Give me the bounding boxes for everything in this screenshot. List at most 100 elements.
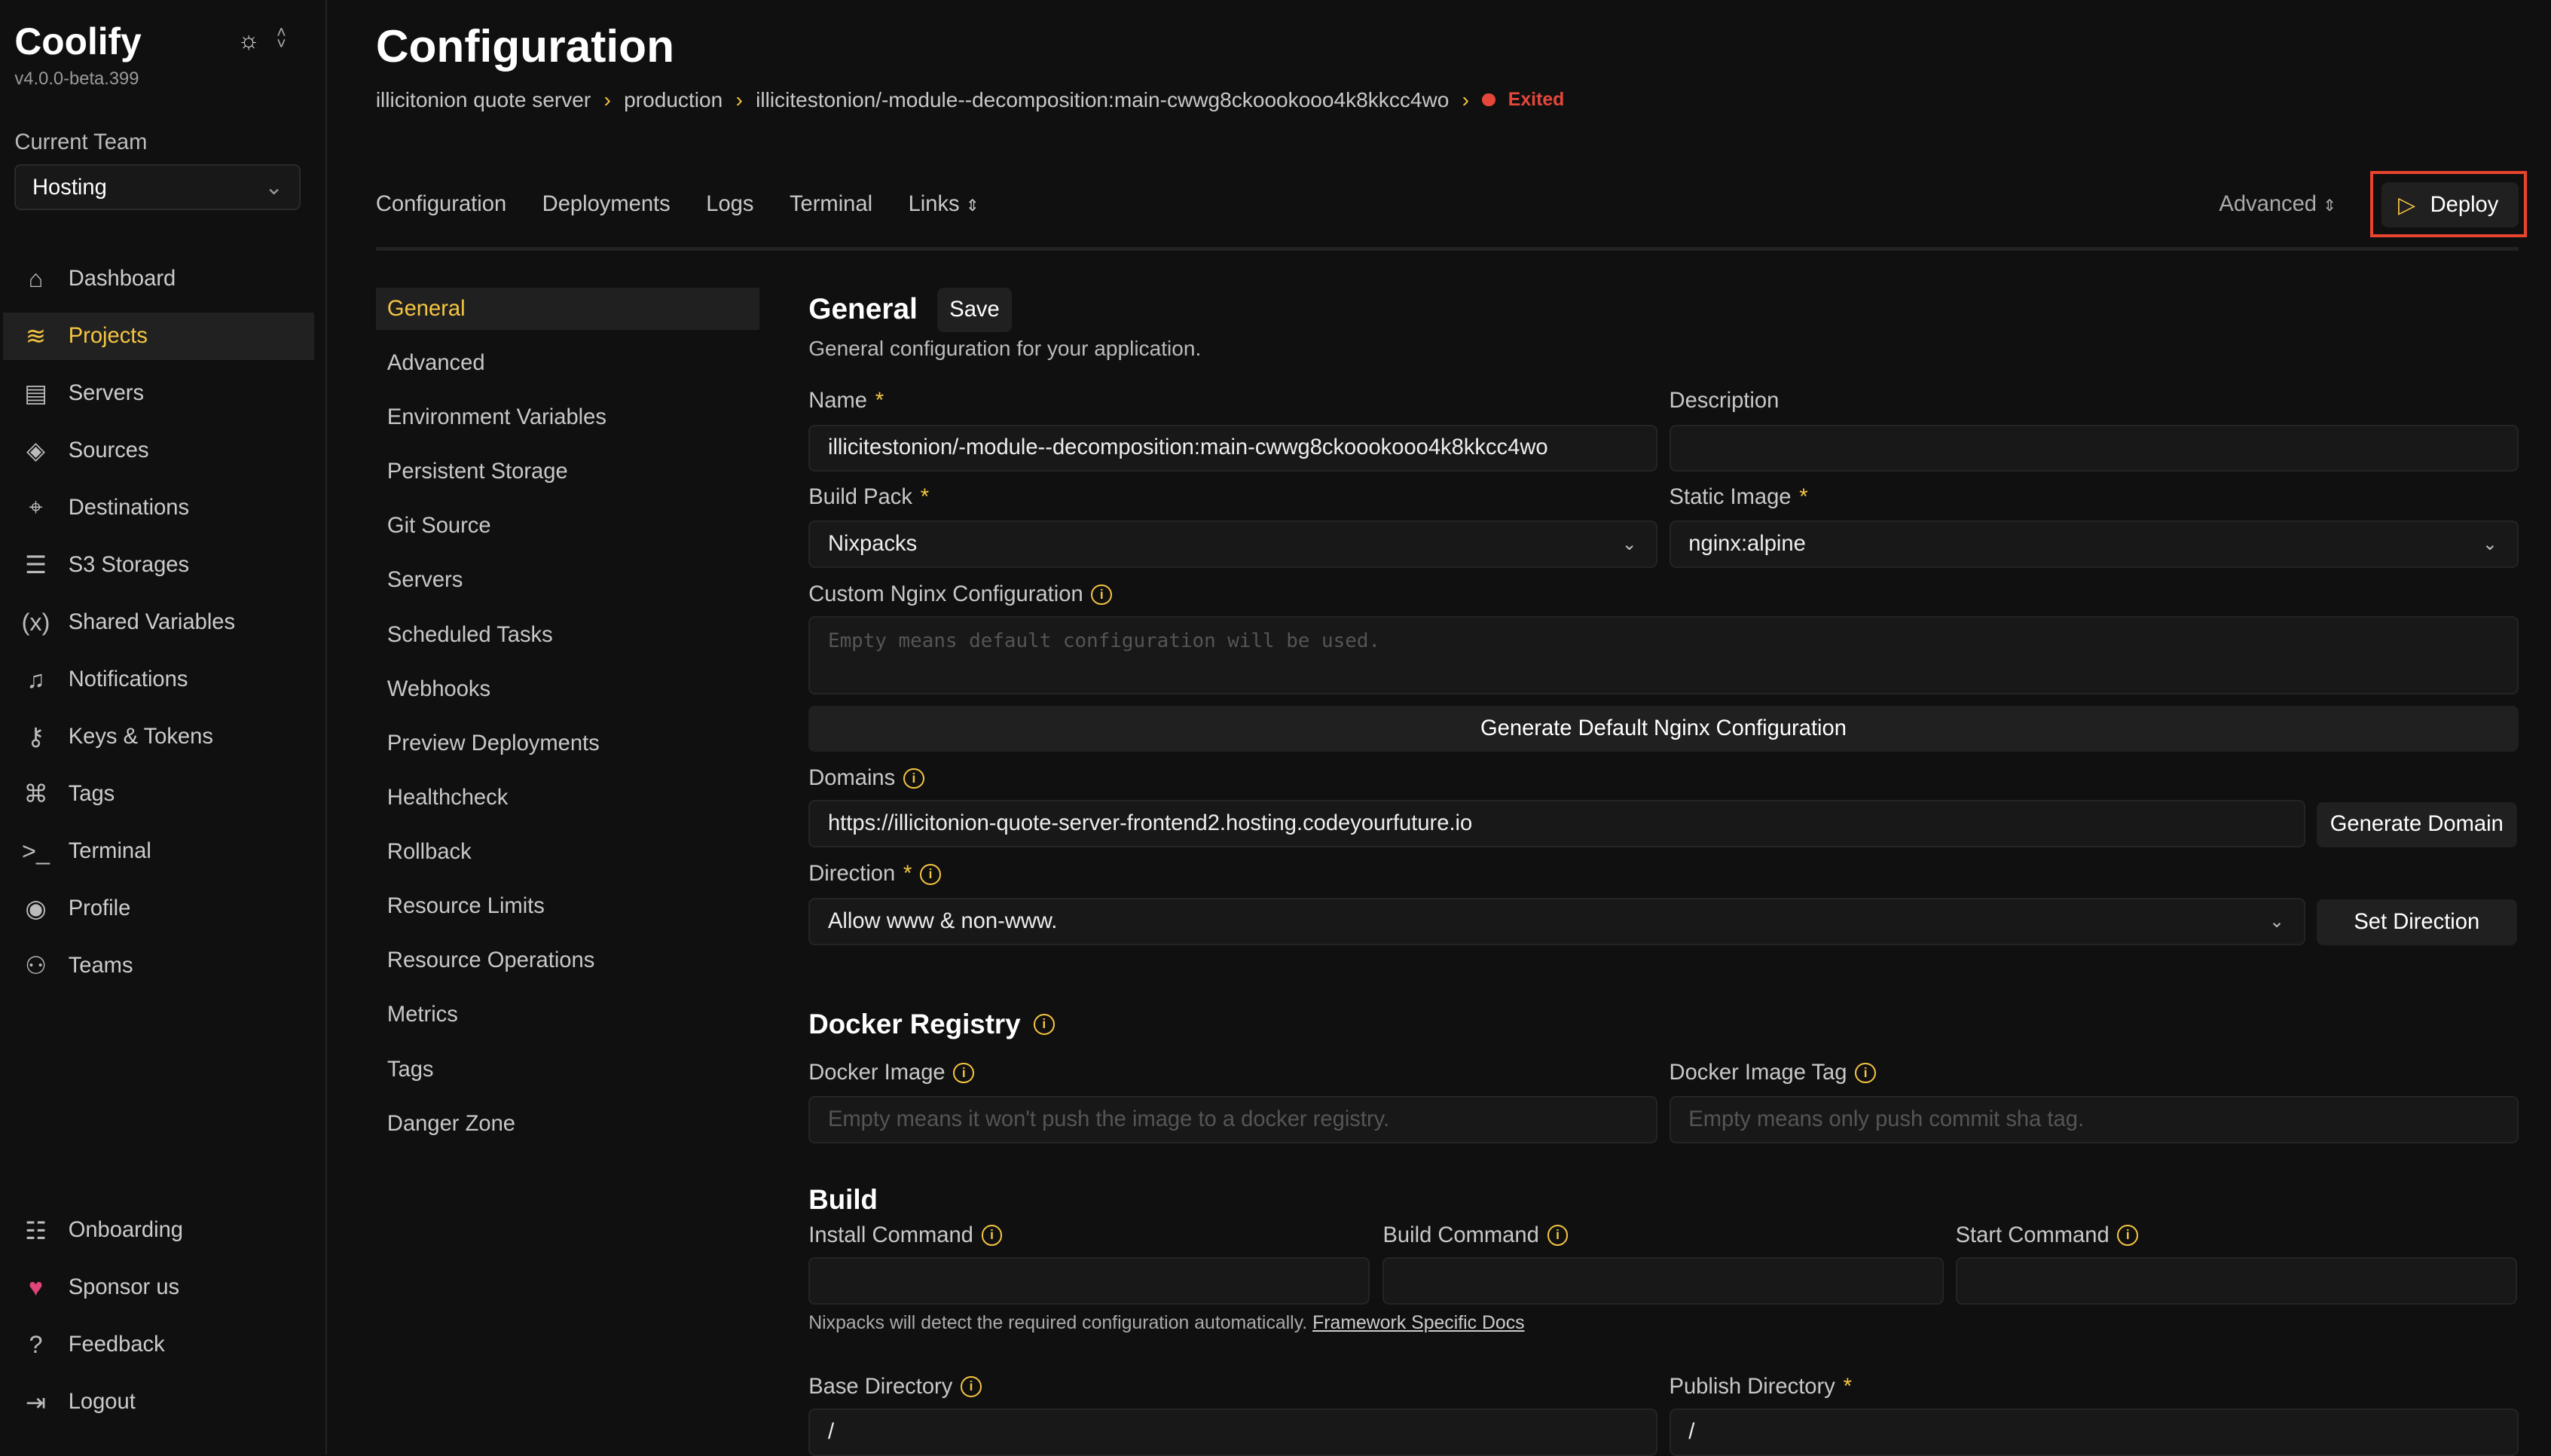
sidebar-item-s3-storages[interactable]: ☰ S3 Storages bbox=[3, 542, 313, 589]
required-mark: * bbox=[903, 862, 912, 887]
sidebar-item-logout[interactable]: ⇥ Logout bbox=[3, 1378, 313, 1426]
subnav-item-webhooks[interactable]: Webhooks bbox=[386, 676, 491, 701]
layers-icon: ≋ bbox=[25, 322, 47, 350]
buildpack-label: Build Pack bbox=[808, 484, 912, 509]
subnav-item-healthcheck[interactable]: Healthcheck bbox=[386, 785, 509, 810]
sidebar-item-tags[interactable]: ⌘ Tags bbox=[3, 771, 313, 818]
info-icon[interactable]: i bbox=[1091, 584, 1113, 606]
tab-terminal[interactable]: Terminal bbox=[789, 191, 873, 216]
subnav-item-danger-zone[interactable]: Danger Zone bbox=[386, 1111, 516, 1136]
variable-icon: (x) bbox=[21, 608, 50, 636]
subnav-item-environment-variables[interactable]: Environment Variables bbox=[386, 405, 606, 430]
build-title: Build bbox=[808, 1184, 878, 1216]
subnav-item-preview-deployments[interactable]: Preview Deployments bbox=[386, 731, 600, 755]
subnav-item-persistent-storage[interactable]: Persistent Storage bbox=[386, 459, 568, 484]
sidebar-item-feedback[interactable]: ? Feedback bbox=[3, 1321, 313, 1369]
server-icon: ▤ bbox=[24, 380, 47, 407]
start-command-input[interactable] bbox=[1955, 1257, 2517, 1305]
sidebar-item-keys-tokens[interactable]: ⚷ Keys & Tokens bbox=[3, 713, 313, 761]
logout-icon: ⇥ bbox=[25, 1388, 47, 1416]
breadcrumb-project[interactable]: illicitonion quote server bbox=[375, 87, 591, 111]
sidebar-item-destinations[interactable]: ⌖ Destinations bbox=[3, 484, 313, 532]
home-icon: ⌂ bbox=[28, 264, 44, 292]
static-image-select[interactable]: nginx:alpine ⌄ bbox=[1669, 520, 2519, 568]
info-icon[interactable]: i bbox=[1547, 1225, 1569, 1247]
subnav-item-rollback[interactable]: Rollback bbox=[386, 840, 472, 865]
buildpack-select[interactable]: Nixpacks ⌄ bbox=[808, 520, 1658, 568]
subnav-item-advanced[interactable]: Advanced bbox=[386, 350, 485, 375]
static-image-value: nginx:alpine bbox=[1688, 531, 1806, 556]
info-icon[interactable]: i bbox=[920, 864, 941, 885]
sidebar-item-label: Tags bbox=[68, 781, 115, 806]
info-icon[interactable]: i bbox=[953, 1062, 975, 1084]
sidebar-item-label: Sources bbox=[68, 438, 149, 462]
status-dot bbox=[1482, 93, 1495, 107]
info-icon[interactable]: i bbox=[961, 1376, 982, 1398]
sidebar-item-notifications[interactable]: ♫ Notifications bbox=[3, 656, 313, 704]
deploy-label: Deploy bbox=[2430, 192, 2499, 217]
tab-configuration[interactable]: Configuration bbox=[375, 191, 507, 216]
sidebar-item-profile[interactable]: ◉ Profile bbox=[3, 885, 313, 933]
tab-links[interactable]: Links ⇕ bbox=[909, 192, 979, 217]
info-icon[interactable]: i bbox=[981, 1225, 1003, 1247]
subnav-item-metrics[interactable]: Metrics bbox=[386, 1003, 458, 1027]
nginx-label: Custom Nginx Configuration bbox=[808, 582, 1083, 607]
base-directory-input[interactable]: / bbox=[808, 1409, 1658, 1456]
sidebar-item-sponsor-us[interactable]: ♥ Sponsor us bbox=[3, 1264, 313, 1311]
direction-select[interactable]: Allow www & non-www. ⌄ bbox=[808, 897, 2305, 945]
sidebar-item-terminal[interactable]: >_ Terminal bbox=[3, 828, 313, 875]
publish-directory-input[interactable]: / bbox=[1669, 1409, 2519, 1456]
sidebar-item-servers[interactable]: ▤ Servers bbox=[3, 370, 313, 417]
framework-docs-link[interactable]: Framework Specific Docs bbox=[1312, 1312, 1525, 1333]
tab-logs[interactable]: Logs bbox=[706, 191, 754, 216]
generate-nginx-button[interactable]: Generate Default Nginx Configuration bbox=[808, 706, 2519, 752]
install-command-input[interactable] bbox=[808, 1257, 1370, 1305]
sun-icon[interactable]: ☼ bbox=[237, 26, 260, 53]
subnav-item-resource-limits[interactable]: Resource Limits bbox=[386, 894, 545, 919]
sidebar-item-label: Projects bbox=[68, 323, 148, 348]
sidebar-item-projects[interactable]: ≋ Projects bbox=[3, 313, 314, 360]
description-input[interactable] bbox=[1669, 424, 2519, 472]
deploy-highlight bbox=[2370, 170, 2527, 238]
info-icon[interactable]: i bbox=[1855, 1062, 1877, 1084]
advanced-label: Advanced bbox=[2219, 191, 2317, 216]
build-command-input[interactable] bbox=[1382, 1257, 1945, 1305]
breadcrumb-application[interactable]: illicitestonion/-module--decomposition:m… bbox=[756, 87, 1450, 111]
save-button[interactable]: Save bbox=[936, 288, 1013, 332]
info-icon[interactable]: i bbox=[1033, 1013, 1055, 1035]
sidebar-item-label: Dashboard bbox=[68, 266, 176, 291]
nginx-textarea[interactable]: Empty means default configuration will b… bbox=[808, 616, 2519, 695]
generate-domain-button[interactable]: Generate Domain bbox=[2316, 801, 2517, 848]
docker-tag-input[interactable]: Empty means only push commit sha tag. bbox=[1669, 1096, 2519, 1144]
page-title: Configuration bbox=[375, 20, 675, 72]
breadcrumb-environment[interactable]: production bbox=[624, 87, 723, 111]
tab-deployments[interactable]: Deployments bbox=[542, 191, 671, 216]
deploy-button[interactable]: ▷ Deploy bbox=[2381, 182, 2519, 228]
subnav-item-scheduled-tasks[interactable]: Scheduled Tasks bbox=[386, 622, 553, 647]
info-icon[interactable]: i bbox=[903, 768, 924, 789]
advanced-menu[interactable]: Advanced ⇕ bbox=[2219, 192, 2336, 217]
sidebar-item-shared-variables[interactable]: (x) Shared Variables bbox=[3, 599, 313, 646]
info-icon[interactable]: i bbox=[2117, 1225, 2139, 1247]
map-icon: ⌖ bbox=[29, 493, 43, 521]
chevron-updown-icon[interactable]: ˄ ˅ bbox=[276, 22, 286, 53]
set-direction-button[interactable]: Set Direction bbox=[2316, 899, 2517, 945]
required-mark: * bbox=[1799, 484, 1808, 509]
subnav-item-tags[interactable]: Tags bbox=[386, 1057, 434, 1082]
sidebar-item-onboarding[interactable]: ☷ Onboarding bbox=[3, 1207, 313, 1254]
name-input[interactable]: illicitestonion/-module--decomposition:m… bbox=[808, 424, 1658, 472]
domains-input[interactable]: https://illicitonion-quote-server-fronte… bbox=[808, 800, 2305, 848]
team-select[interactable]: Hosting ⌄ bbox=[14, 164, 301, 210]
sidebar-item-dashboard[interactable]: ⌂ Dashboard bbox=[3, 255, 313, 303]
subnav-item-servers[interactable]: Servers bbox=[386, 568, 463, 593]
sidebar-item-sources[interactable]: ◈ Sources bbox=[3, 427, 313, 475]
subnav-item-resource-operations[interactable]: Resource Operations bbox=[386, 948, 595, 973]
subnav-item-git-source[interactable]: Git Source bbox=[386, 514, 491, 539]
subnav-item-general[interactable]: General bbox=[375, 288, 760, 331]
app-version: v4.0.0-beta.399 bbox=[14, 68, 139, 89]
sidebar-item-label: Keys & Tokens bbox=[68, 724, 213, 749]
docker-image-input[interactable]: Empty means it won't push the image to a… bbox=[808, 1096, 1658, 1144]
sidebar-item-label: Notifications bbox=[68, 667, 188, 691]
tag-icon: ⌘ bbox=[23, 780, 48, 808]
sidebar-item-teams[interactable]: ⚇ Teams bbox=[3, 942, 313, 990]
